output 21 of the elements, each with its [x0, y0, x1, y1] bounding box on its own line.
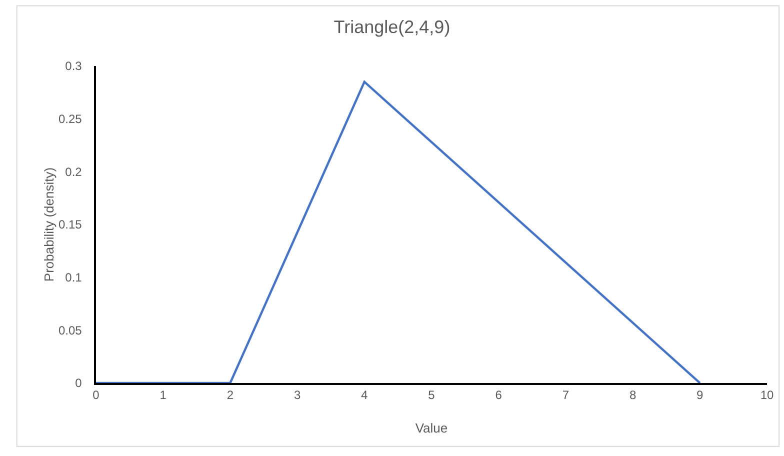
chart-title: Triangle(2,4,9) — [334, 17, 450, 38]
x-tick-label: 0 — [92, 388, 100, 402]
x-tick-label: 10 — [760, 388, 774, 402]
y-tick-label: 0 — [75, 376, 82, 390]
x-tick-label: 9 — [696, 388, 704, 402]
x-tick-label: 4 — [361, 388, 368, 402]
x-tick-label: 3 — [294, 388, 301, 402]
y-tick-label: 0.1 — [65, 270, 82, 285]
y-tick-label: 0.15 — [58, 218, 82, 232]
y-tick-label: 0.25 — [58, 112, 82, 126]
y-tick-label: 0.05 — [58, 323, 82, 338]
y-tick-label: 0.3 — [65, 59, 82, 74]
x-tick-label: 2 — [226, 388, 234, 402]
x-tick-label: 8 — [629, 388, 636, 402]
x-tick-label: 5 — [428, 388, 436, 402]
x-tick-label: 6 — [495, 388, 502, 402]
y-axis-title: Probability (density) — [41, 167, 56, 282]
x-axis-title: Value — [415, 420, 448, 436]
x-tick-label: 1 — [160, 388, 167, 402]
y-tick-label: 0.2 — [65, 164, 82, 179]
x-tick-label: 7 — [562, 388, 570, 402]
